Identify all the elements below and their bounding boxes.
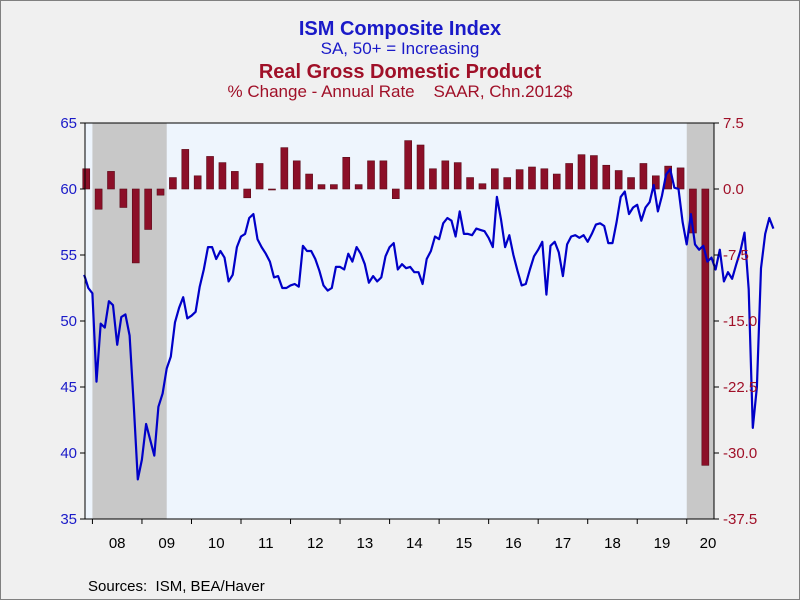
gdp-bar	[169, 177, 177, 190]
gdp-bar	[193, 175, 202, 190]
gdp-bar	[379, 160, 388, 190]
gdp-bar	[503, 177, 512, 190]
gdp-bar	[639, 163, 648, 190]
gdp-bar	[602, 164, 611, 190]
chart-title-gdp: Real Gross Domestic Product	[258, 61, 542, 83]
x-axis-tick-label: 08	[109, 535, 126, 552]
gdp-bar	[181, 149, 190, 190]
gdp-bar	[342, 157, 351, 190]
gdp-bar	[82, 168, 91, 190]
gdp-bar	[268, 188, 276, 191]
x-axis-tick-label: 11	[258, 535, 274, 552]
ism-line	[83, 168, 775, 481]
x-axis-tick-label: 18	[604, 535, 621, 552]
x-axis-tick-label: 17	[555, 535, 572, 552]
gdp-bar	[317, 184, 326, 190]
gdp-bar	[391, 188, 400, 199]
x-axis-tick-label: 13	[356, 535, 373, 552]
right-axis-tick-label: 0.0	[723, 181, 744, 198]
gdp-bar	[231, 171, 239, 190]
x-axis-tick-label: 14	[406, 535, 423, 552]
x-axis-tick-label: 19	[654, 535, 671, 552]
gdp-bar	[515, 169, 524, 190]
chart-title-ism: ISM Composite Index	[298, 18, 502, 40]
gdp-bar	[107, 171, 115, 190]
gdp-bar	[131, 188, 140, 264]
gdp-bar	[528, 166, 536, 190]
gdp-bar	[466, 177, 474, 190]
x-axis-tick-label: 20	[700, 535, 717, 552]
source-note: Sources: ISM, BEA/Haver	[88, 578, 265, 595]
chart-subtitle-gdp: % Change - Annual Rate SAAR, Chn.2012$	[227, 82, 573, 101]
left-axis-tick-label: 35	[60, 511, 77, 528]
left-axis-tick-label: 55	[60, 247, 77, 264]
left-axis-tick-label: 45	[60, 379, 77, 396]
gdp-bar	[540, 168, 549, 190]
gdp-bar	[590, 155, 598, 190]
gdp-bar	[429, 168, 437, 190]
gdp-bar	[614, 170, 623, 190]
x-axis-tick-label: 16	[505, 535, 522, 552]
chart-titles: ISM Composite Index SA, 50+ = Increasing…	[0, 18, 800, 101]
gdp-bar	[701, 188, 710, 466]
gdp-bar	[577, 154, 586, 190]
gdp-bar	[292, 160, 301, 190]
gdp-bar	[218, 162, 227, 190]
left-axis-tick-label: 65	[60, 115, 77, 132]
gdp-bar	[119, 188, 128, 208]
gdp-bar	[280, 147, 289, 190]
right-axis-tick-label: -37.5	[723, 511, 757, 528]
gdp-bar	[243, 188, 252, 199]
gdp-bar	[565, 163, 573, 190]
right-axis-tick-label: -30.0	[723, 445, 757, 462]
gdp-bar	[367, 160, 375, 190]
gdp-bar	[156, 188, 165, 196]
x-axis-tick-label: 15	[456, 535, 473, 552]
right-axis-tick-label: -15.0	[723, 313, 757, 330]
gdp-bar	[354, 184, 363, 190]
right-axis-tick-label: 7.5	[723, 115, 744, 132]
left-axis-tick-label: 50	[60, 313, 77, 330]
recession-band-0	[92, 123, 167, 519]
gdp-bar	[453, 162, 462, 190]
gdp-bar	[305, 173, 313, 190]
gdp-bar	[330, 184, 338, 190]
gdp-bar	[416, 144, 425, 190]
right-axis-tick-label: -22.5	[723, 379, 757, 396]
gdp-bar	[404, 140, 412, 190]
gdp-bar	[255, 163, 264, 190]
gdp-bar	[478, 183, 487, 190]
gdp-bar	[491, 168, 499, 190]
gdp-bar	[552, 173, 561, 190]
gdp-bar	[144, 188, 152, 230]
gdp-bar	[627, 177, 635, 190]
gdp-bar	[441, 160, 450, 190]
recession-band-1	[686, 123, 714, 519]
gdp-bar	[652, 175, 660, 190]
right-axis-tick-label: -7.5	[723, 247, 749, 264]
chart-subtitle-ism: SA, 50+ = Increasing	[320, 39, 480, 58]
left-axis-tick-label: 40	[60, 445, 77, 462]
left-axis-tick-label: 60	[60, 181, 77, 198]
x-axis-tick-label: 09	[158, 535, 175, 552]
x-axis-tick-label: 12	[307, 535, 324, 552]
x-axis-tick-label: 10	[208, 535, 225, 552]
gdp-bar	[676, 167, 685, 190]
gdp-bar	[94, 188, 103, 210]
gdp-bar	[206, 156, 214, 190]
